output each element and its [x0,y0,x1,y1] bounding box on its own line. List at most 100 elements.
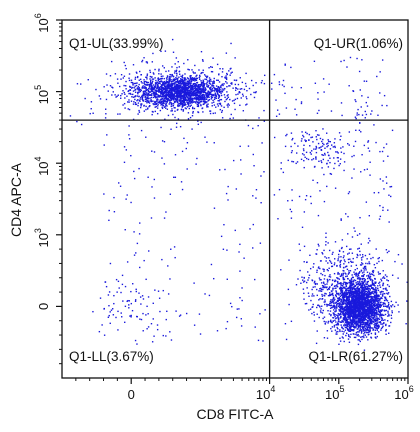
event-dot [353,310,355,313]
event-dot [128,92,130,95]
event-dot [175,83,177,85]
event-dot [354,301,356,303]
event-dot [373,284,375,287]
event-dot [151,110,154,113]
event-dot [391,274,394,276]
event-dot [171,110,173,112]
event-dot [350,302,353,305]
event-dot [203,98,206,101]
event-dot [160,92,163,94]
event-dot [364,317,366,319]
event-dot [377,324,380,326]
event-dot [173,83,175,85]
event-dot [360,329,362,332]
event-dot [360,303,362,305]
event-dot [340,303,342,305]
event-dot [369,276,371,279]
event-dot [123,84,125,87]
event-dot [351,309,353,311]
event-dot [350,323,352,325]
event-dot [374,326,376,329]
event-dot [362,293,364,296]
event-dot [208,92,211,94]
event-dot [346,306,349,309]
event-dot [346,310,348,313]
event-dot [364,324,367,326]
event-dot [340,300,342,303]
event-dot [163,91,165,93]
event-dot [131,87,133,89]
event-dot [358,329,361,331]
event-dot [132,64,135,66]
event-dot [201,91,203,93]
event-dot [377,327,379,329]
event-dot [160,86,163,89]
event-dot [134,85,136,87]
event-dot [258,117,260,119]
event-dot [356,276,359,278]
event-dot [220,105,223,107]
event-dot [167,84,170,86]
event-dot [373,295,376,298]
event-dot [174,98,176,100]
event-dot [302,288,305,290]
event-dot [329,278,331,281]
event-dot [222,89,225,91]
event-dot [255,91,257,93]
event-dot [324,301,326,303]
event-dot [350,306,353,308]
event-dot [366,319,369,322]
event-dot [342,278,345,281]
event-dot [143,82,145,85]
event-dot [344,272,346,274]
event-dot [163,97,165,100]
event-dot [154,110,156,113]
event-dot [350,248,352,250]
event-dot [157,81,159,83]
event-dot [185,84,187,87]
event-dot [168,76,171,78]
event-dot [363,333,365,335]
event-dot [350,320,353,322]
event-dot [134,76,137,79]
event-dot [150,87,153,89]
event-dot [355,283,358,286]
event-dot [137,88,139,91]
event-dot [386,300,389,302]
event-dot [184,91,187,93]
event-dot [160,89,163,92]
event-dot [143,105,145,107]
event-dot [303,245,306,248]
event-dot [351,252,354,254]
event-dot [316,330,318,332]
event-dot [308,274,311,276]
event-dot [360,293,363,296]
event-dot [154,101,157,103]
event-dot [213,86,215,89]
event-dot [360,243,362,245]
event-dot [351,325,353,328]
event-dot [172,103,175,105]
event-dot [381,294,384,296]
event-dot [376,322,378,324]
event-dot [372,303,375,306]
event-dot [184,107,187,109]
event-dot [353,311,356,314]
event-dot [372,310,375,312]
event-dot [313,295,315,297]
event-dot [160,50,162,53]
event-dot [252,84,254,87]
event-dot [187,118,190,120]
event-dot [167,94,169,96]
event-dot [157,82,160,85]
event-dot [157,87,159,89]
event-dot [374,309,376,311]
event-dot [211,88,213,91]
event-dot [339,329,341,331]
event-dot [341,330,343,333]
event-dot [352,282,354,285]
event-dot [356,256,358,259]
event-dot [220,84,222,87]
event-dot [240,88,243,90]
